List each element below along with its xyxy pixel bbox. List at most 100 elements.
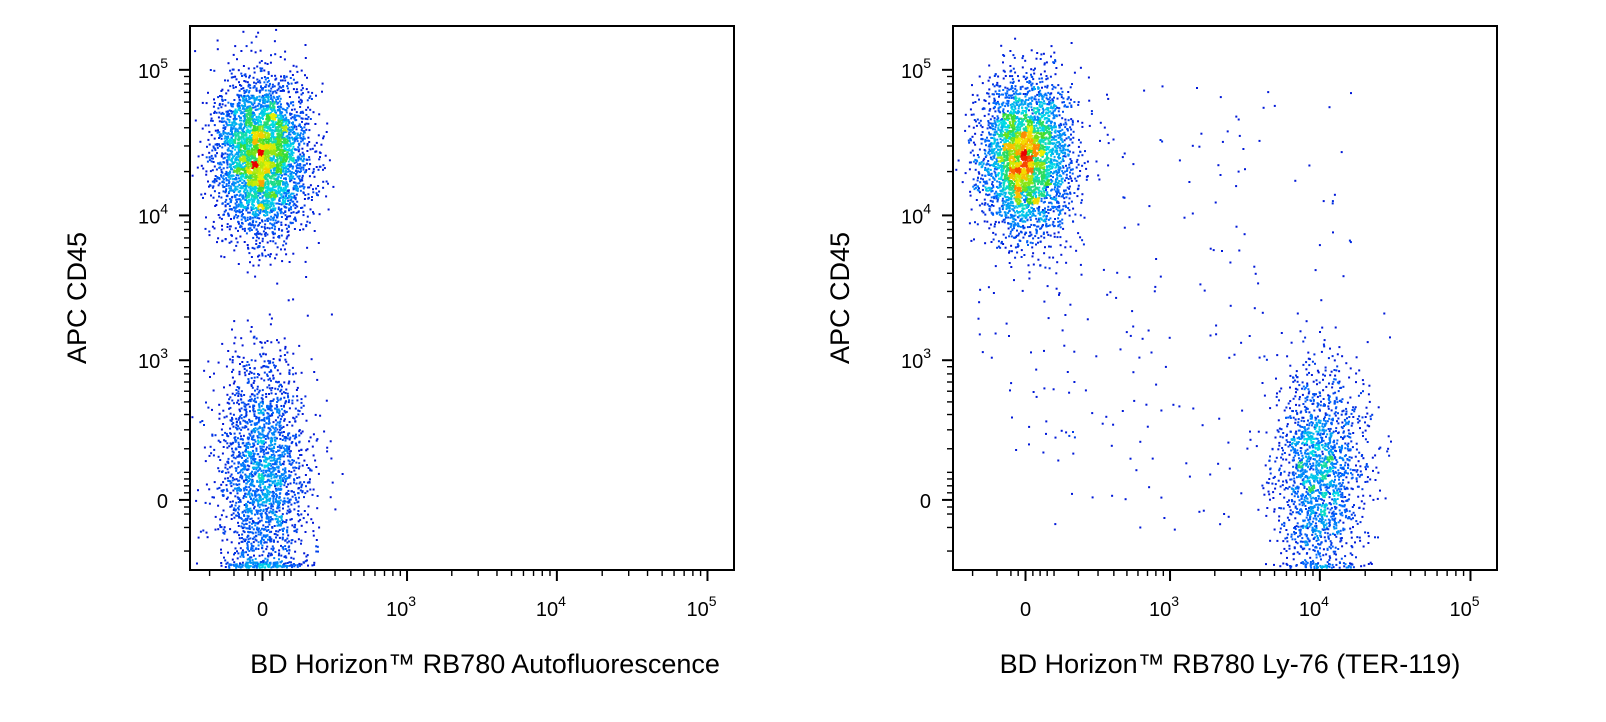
event-point <box>308 97 311 99</box>
event-point <box>275 129 278 132</box>
event-point <box>237 229 239 232</box>
event-point <box>225 185 228 187</box>
event-point <box>262 101 265 104</box>
event-point <box>205 102 208 105</box>
event-point <box>231 234 233 237</box>
event-point <box>219 524 222 527</box>
event-point <box>245 482 248 485</box>
event-point <box>288 136 291 139</box>
event-point <box>290 159 293 162</box>
event-point <box>220 163 223 166</box>
event-point <box>273 136 276 139</box>
event-point <box>282 548 285 551</box>
event-point <box>308 221 311 224</box>
event-point <box>284 210 287 213</box>
event-point <box>252 76 255 79</box>
event-point <box>252 187 255 190</box>
event-point <box>241 178 244 181</box>
event-point <box>254 125 257 128</box>
event-point <box>276 202 279 205</box>
event-point <box>266 148 269 151</box>
event-point <box>260 135 263 138</box>
event-point <box>311 196 313 198</box>
event-point <box>251 547 254 550</box>
event-point <box>286 85 289 88</box>
event-point <box>300 207 302 209</box>
event-point <box>274 551 277 553</box>
event-point <box>285 167 288 170</box>
event-point <box>254 189 257 192</box>
event-point <box>265 156 268 159</box>
event-point <box>290 208 293 211</box>
event-point <box>284 79 287 82</box>
event-point <box>217 237 220 240</box>
event-point <box>259 162 262 165</box>
event-point <box>241 143 244 145</box>
event-point <box>279 454 282 457</box>
event-point <box>272 497 275 500</box>
event-point <box>223 186 226 188</box>
event-point <box>267 473 270 476</box>
event-point <box>283 177 285 180</box>
event-point <box>257 141 259 144</box>
event-point <box>293 196 296 199</box>
event-point <box>264 152 267 155</box>
event-point <box>277 189 280 192</box>
event-point <box>260 151 263 154</box>
event-point <box>234 350 237 353</box>
event-point <box>289 112 292 115</box>
event-point <box>251 200 254 203</box>
event-point <box>239 200 242 203</box>
event-point <box>194 119 197 122</box>
event-point <box>245 89 248 92</box>
event-point <box>280 146 283 149</box>
event-point <box>246 156 249 159</box>
event-point <box>302 187 305 190</box>
event-point <box>252 145 255 148</box>
event-point <box>292 121 294 124</box>
event-point <box>307 91 310 94</box>
event-point <box>277 173 280 176</box>
event-point <box>262 469 265 472</box>
event-point <box>260 136 263 139</box>
event-point <box>248 105 251 108</box>
event-point <box>221 490 224 493</box>
event-point <box>258 144 261 147</box>
event-point <box>265 126 268 129</box>
event-point <box>298 462 301 465</box>
event-point <box>273 364 276 367</box>
event-point <box>252 563 255 566</box>
event-point <box>277 341 280 344</box>
event-point <box>300 129 303 132</box>
event-point <box>258 175 260 178</box>
event-point <box>228 407 231 410</box>
event-point <box>291 137 294 140</box>
event-point <box>279 212 282 215</box>
event-point <box>247 199 250 202</box>
event-point <box>252 199 255 201</box>
event-point <box>292 252 295 255</box>
event-point <box>276 149 279 152</box>
event-point <box>301 110 304 113</box>
event-point <box>281 163 283 166</box>
event-point <box>287 81 289 84</box>
event-point <box>300 89 303 92</box>
event-point <box>262 402 264 405</box>
event-point <box>289 163 292 166</box>
event-point <box>261 169 264 172</box>
event-point <box>237 108 240 111</box>
event-point <box>263 114 265 117</box>
event-point <box>283 191 286 194</box>
event-point <box>216 143 219 145</box>
event-point <box>271 131 274 134</box>
event-point <box>239 136 242 139</box>
event-point <box>248 116 251 119</box>
event-point <box>312 454 315 457</box>
event-point <box>274 141 277 144</box>
event-point <box>225 432 228 435</box>
event-point <box>259 512 262 515</box>
event-point <box>264 105 267 108</box>
event-point <box>283 173 286 176</box>
event-point <box>263 159 266 162</box>
event-point <box>271 104 274 107</box>
